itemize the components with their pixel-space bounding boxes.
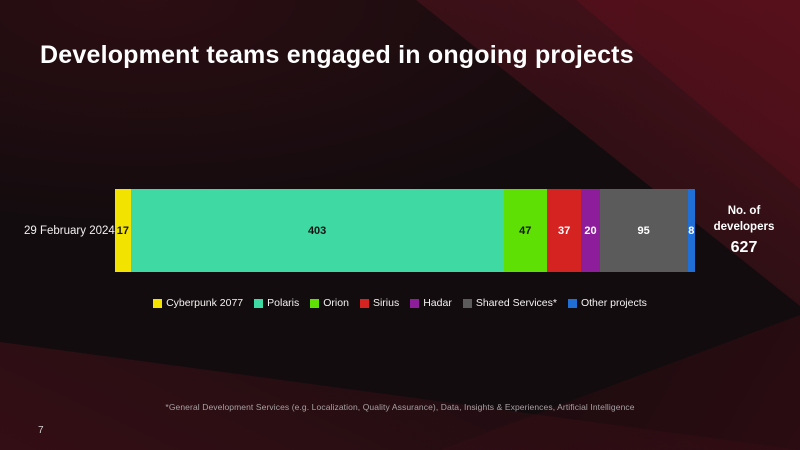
legend-item-polaris: Polaris [254, 297, 299, 309]
bar-segment-value: 20 [584, 224, 597, 237]
legend-item-shared-services: Shared Services* [462, 297, 557, 309]
bar-segment-value: 8 [688, 224, 695, 237]
legend-item-orion: Orion [310, 297, 349, 309]
bar-segment-value: 17 [116, 224, 129, 237]
legend-label: Shared Services* [475, 297, 557, 309]
legend-swatch-icon [359, 298, 369, 308]
bar-segment-other-projects: 8 [687, 189, 695, 272]
legend-swatch-icon [410, 298, 420, 308]
legend-swatch-icon [567, 298, 577, 308]
date-row-label: 29 February 2024 [24, 224, 115, 237]
bar-segment-shared-services: 95 [599, 189, 688, 272]
legend-swatch-icon [310, 298, 320, 308]
legend-item-other-projects: Other projects [567, 297, 647, 309]
legend-swatch-icon [462, 298, 472, 308]
legend-swatch-icon [153, 298, 163, 308]
page-number: 7 [38, 425, 44, 436]
legend-label: Hadar [423, 297, 452, 309]
legend-label: Sirius [372, 297, 400, 309]
legend-label: Polaris [267, 297, 300, 309]
bar-segment-value: 403 [307, 224, 327, 237]
bar-segment-value: 95 [637, 224, 650, 237]
bar-segment-value: 47 [519, 224, 532, 237]
chart-legend: Cyberpunk 2077 Polaris Orion Sirius Hadar Sha… [0, 297, 800, 309]
stacked-bar-chart: 29 February 2024 17 403 47 37 20 95 8 No. of d… [0, 189, 800, 272]
footnote: *General Development Services (e.g. Loca… [165, 402, 635, 412]
total-developers-value: 627 [730, 239, 758, 257]
legend-label: Cyberpunk 2077 [166, 297, 244, 309]
legend-item-sirius: Sirius [359, 297, 400, 309]
slide-title: Development teams engaged in ongoing pro… [40, 41, 634, 69]
stacked-bar: 17 403 47 37 20 95 8 [115, 189, 695, 272]
legend-item-cyberpunk-2077: Cyberpunk 2077 [153, 297, 243, 309]
bar-segment-polaris: 403 [130, 189, 504, 272]
bar-segment-value: 37 [557, 224, 571, 237]
bar-segment-sirius: 37 [547, 189, 582, 272]
bar-segment-orion: 47 [503, 189, 547, 272]
bar-segment-cyberpunk-2077: 17 [115, 189, 131, 272]
legend-swatch-icon [254, 298, 264, 308]
total-developers-label: No. of developers [713, 204, 775, 233]
total-developers-block: No. of developers 627 [695, 204, 787, 257]
legend-label: Orion [323, 297, 349, 309]
bar-segment-hadar: 20 [581, 189, 600, 272]
legend-label: Other projects [580, 297, 647, 309]
legend-item-hadar: Hadar [410, 297, 452, 309]
